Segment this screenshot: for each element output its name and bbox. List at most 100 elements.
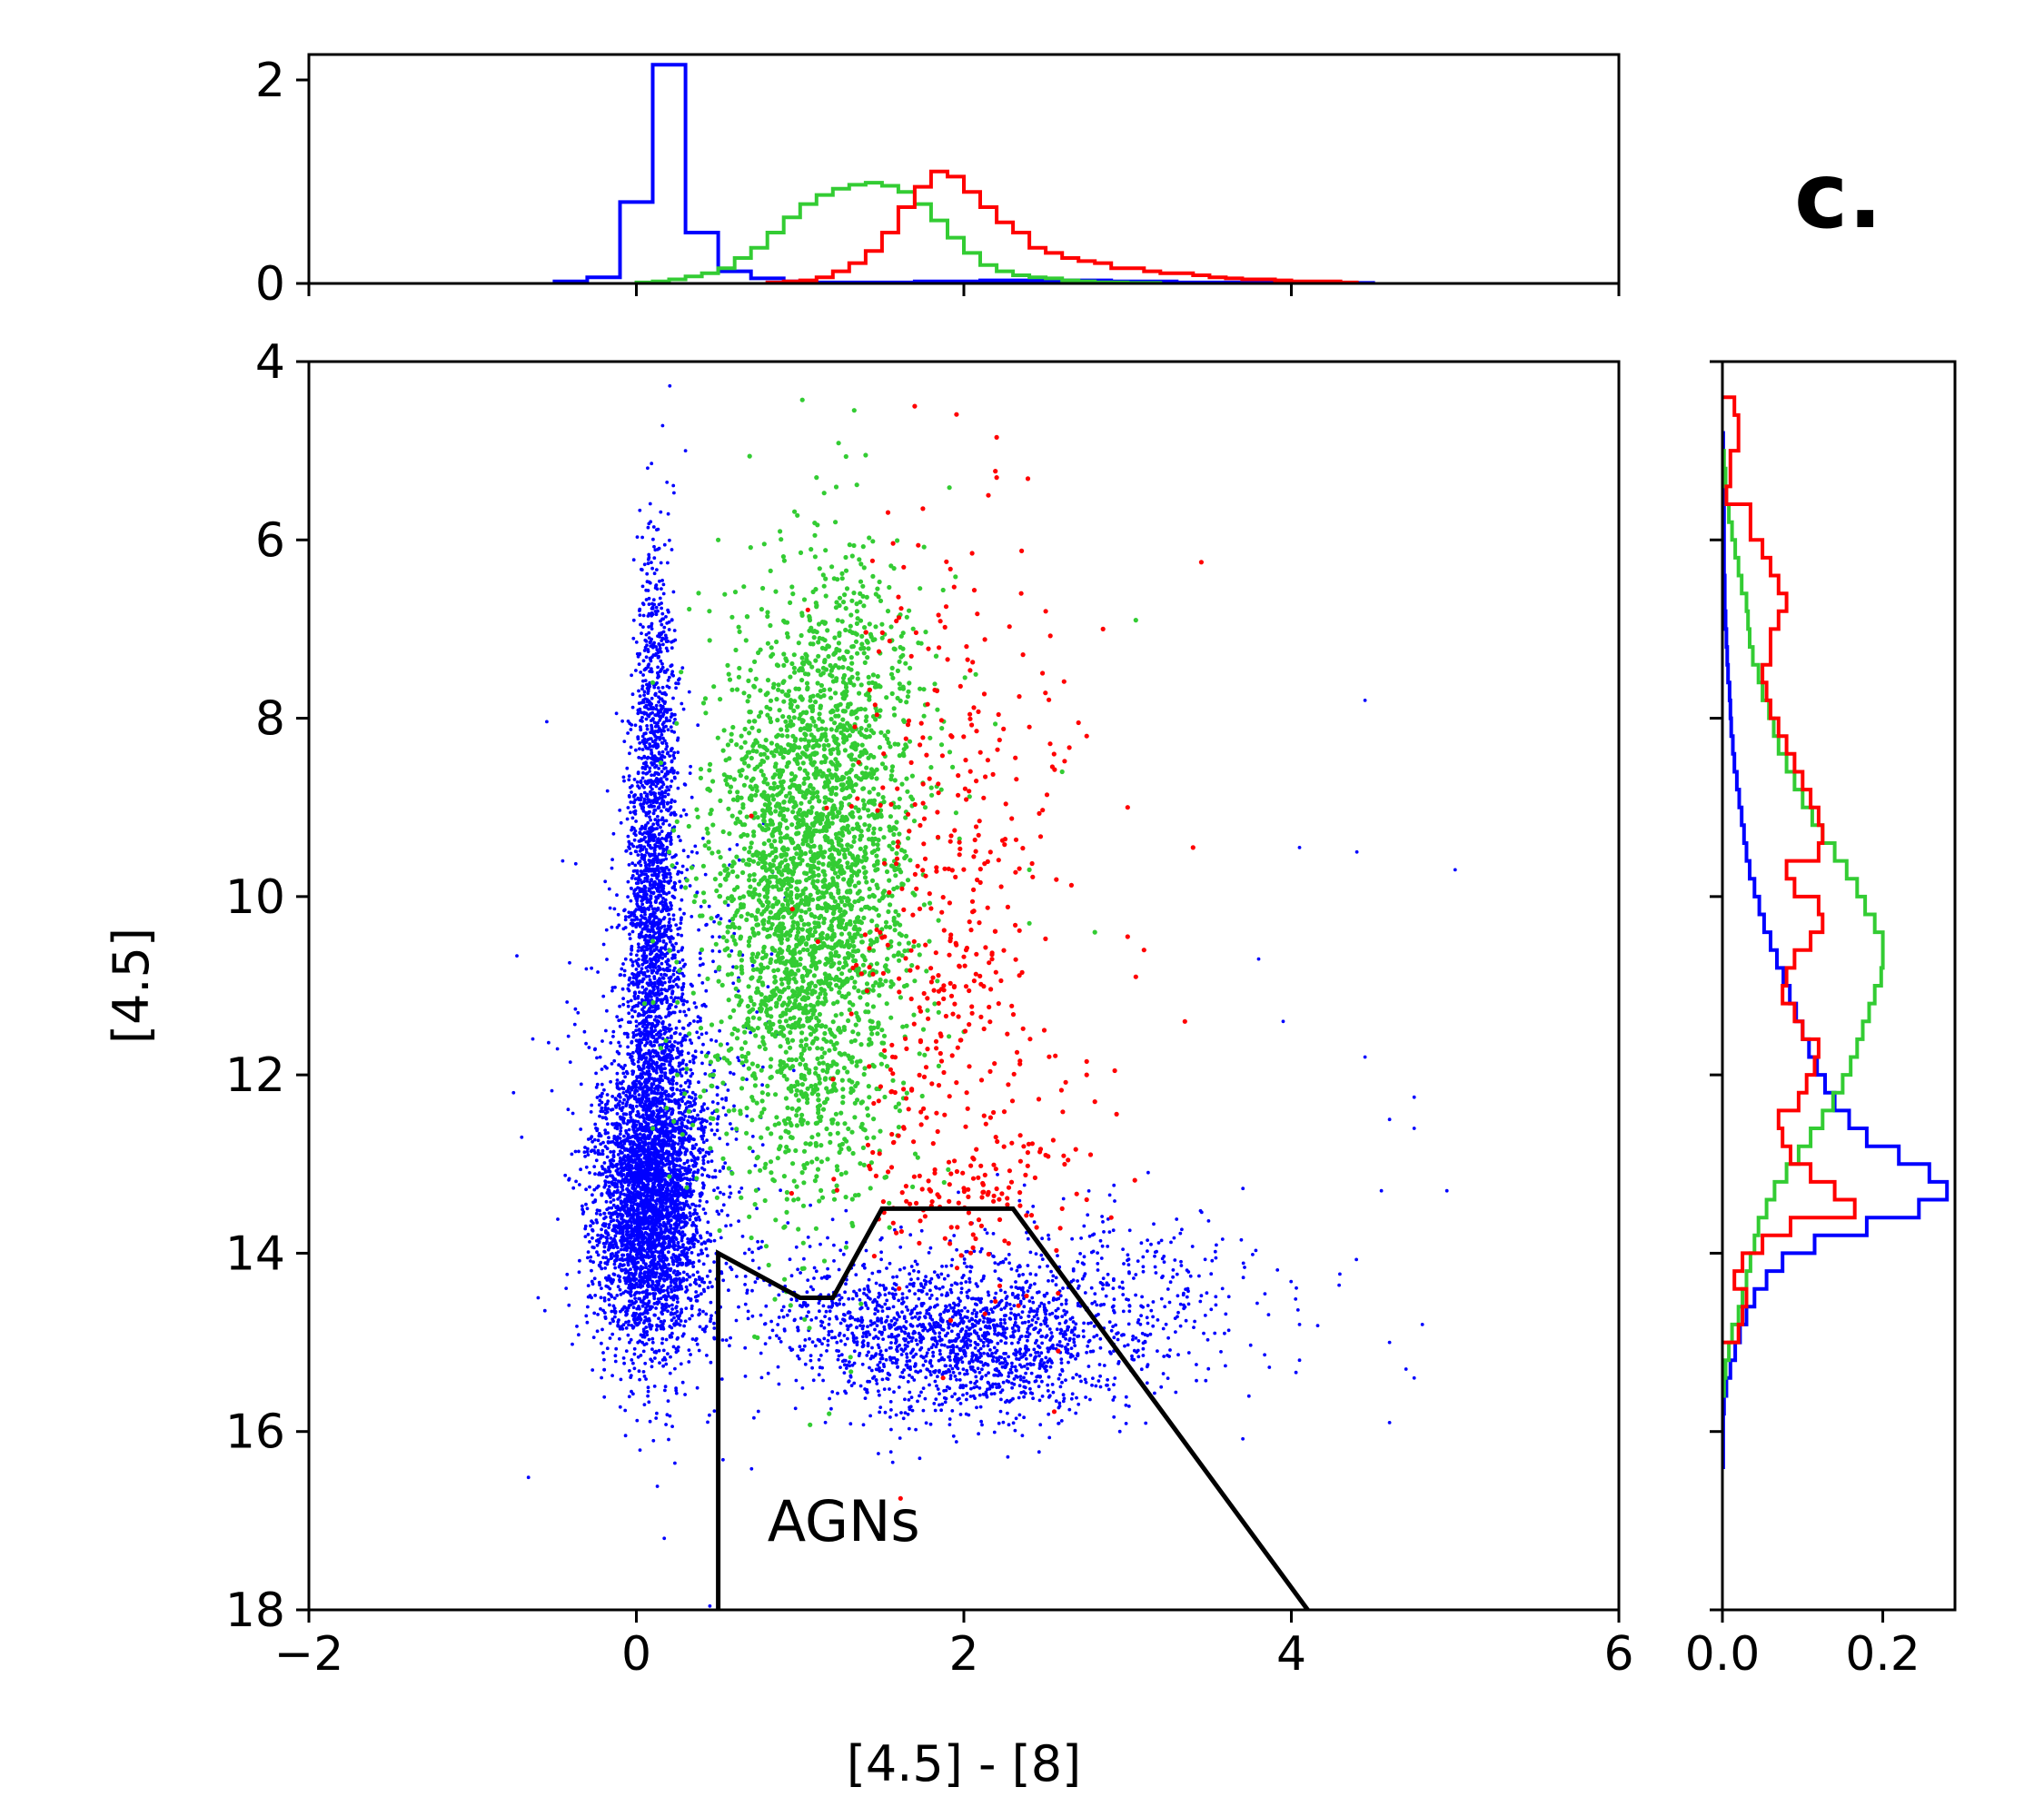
point-blue: [706, 1220, 710, 1225]
point-blue: [659, 1296, 663, 1301]
point-blue: [677, 835, 680, 839]
point-blue: [608, 1336, 612, 1340]
point-blue: [721, 1192, 726, 1196]
point-blue: [612, 1306, 617, 1310]
point-blue: [645, 1333, 650, 1337]
scatter-points: [511, 383, 1457, 1608]
point-blue: [627, 1271, 631, 1276]
point-blue: [594, 1218, 599, 1222]
point-blue: [618, 1132, 622, 1137]
point-blue: [584, 1202, 588, 1206]
point-blue: [626, 1260, 630, 1265]
point-blue: [614, 1097, 618, 1102]
point-blue: [645, 1209, 650, 1214]
point-blue: [650, 1359, 654, 1364]
point-blue: [652, 571, 657, 576]
point-blue: [644, 933, 649, 938]
point-blue: [610, 858, 614, 861]
point-blue: [605, 1066, 609, 1070]
point-blue: [604, 1117, 609, 1121]
point-blue: [677, 1106, 681, 1110]
point-blue: [660, 1168, 665, 1173]
point-blue: [630, 673, 633, 678]
point-blue: [664, 1423, 668, 1426]
point-blue: [642, 960, 647, 965]
point-blue: [623, 1434, 628, 1438]
point-blue: [663, 790, 668, 795]
point-blue: [601, 1308, 605, 1313]
point-blue: [637, 1057, 641, 1060]
point-blue: [664, 1337, 669, 1342]
point-blue: [642, 1147, 647, 1151]
point-blue: [617, 1087, 621, 1091]
point-blue: [672, 1167, 677, 1171]
point-blue: [650, 1287, 655, 1291]
point-blue: [637, 1316, 641, 1321]
point-blue: [670, 1112, 673, 1117]
point-blue: [622, 1361, 626, 1365]
point-blue: [640, 1136, 644, 1140]
point-blue: [712, 1326, 717, 1330]
point-blue: [630, 1177, 633, 1181]
point-blue: [636, 737, 640, 741]
point-blue: [670, 991, 674, 996]
point-blue: [653, 1028, 658, 1032]
point-blue: [690, 1261, 694, 1266]
point-blue: [669, 1056, 672, 1060]
point-blue: [667, 879, 671, 884]
point-blue: [670, 1335, 674, 1339]
point-blue: [677, 1263, 681, 1266]
point-blue: [675, 1296, 680, 1300]
point-blue: [667, 1250, 670, 1255]
point-blue: [678, 1152, 682, 1157]
point-blue: [642, 1276, 647, 1280]
point-blue: [645, 1330, 650, 1334]
point-blue: [650, 627, 654, 630]
point-blue: [728, 1195, 731, 1199]
point-blue: [671, 1152, 675, 1157]
point-blue: [648, 933, 652, 938]
point-blue: [604, 1215, 608, 1219]
point-blue: [592, 1137, 597, 1142]
point-blue: [610, 1062, 614, 1066]
point-blue: [584, 1165, 589, 1169]
point-blue: [631, 1306, 636, 1309]
point-blue: [633, 1095, 638, 1099]
point-blue: [622, 740, 627, 743]
point-blue: [616, 1153, 620, 1157]
point-blue: [623, 957, 628, 961]
point-blue: [623, 1075, 627, 1079]
point-blue: [694, 1216, 698, 1220]
point-blue: [632, 1352, 637, 1356]
point-blue: [649, 1326, 653, 1331]
point-blue: [623, 915, 628, 918]
point-blue: [653, 1091, 658, 1096]
point-blue: [668, 1003, 672, 1007]
point-blue: [633, 1225, 638, 1229]
point-blue: [605, 1169, 610, 1174]
point-blue: [676, 949, 680, 954]
point-blue: [589, 1255, 593, 1259]
point-blue: [600, 1148, 605, 1153]
point-blue: [634, 1281, 639, 1286]
point-blue: [605, 1346, 610, 1351]
point-blue: [674, 923, 679, 927]
point-blue: [673, 881, 678, 886]
point-blue: [672, 966, 677, 970]
point-blue: [617, 1103, 621, 1107]
point-blue: [654, 899, 659, 902]
point-blue: [650, 969, 655, 973]
point-blue: [691, 1265, 696, 1268]
point-blue: [657, 750, 661, 755]
point-blue: [680, 1238, 684, 1243]
point-blue: [660, 961, 664, 966]
point-blue: [673, 1366, 677, 1371]
point-blue: [666, 831, 670, 836]
point-blue: [664, 1201, 668, 1206]
point-blue: [631, 1209, 636, 1213]
point-blue: [697, 1117, 701, 1121]
point-blue: [661, 1364, 665, 1368]
point-blue: [614, 711, 619, 716]
point-blue: [656, 1288, 660, 1293]
